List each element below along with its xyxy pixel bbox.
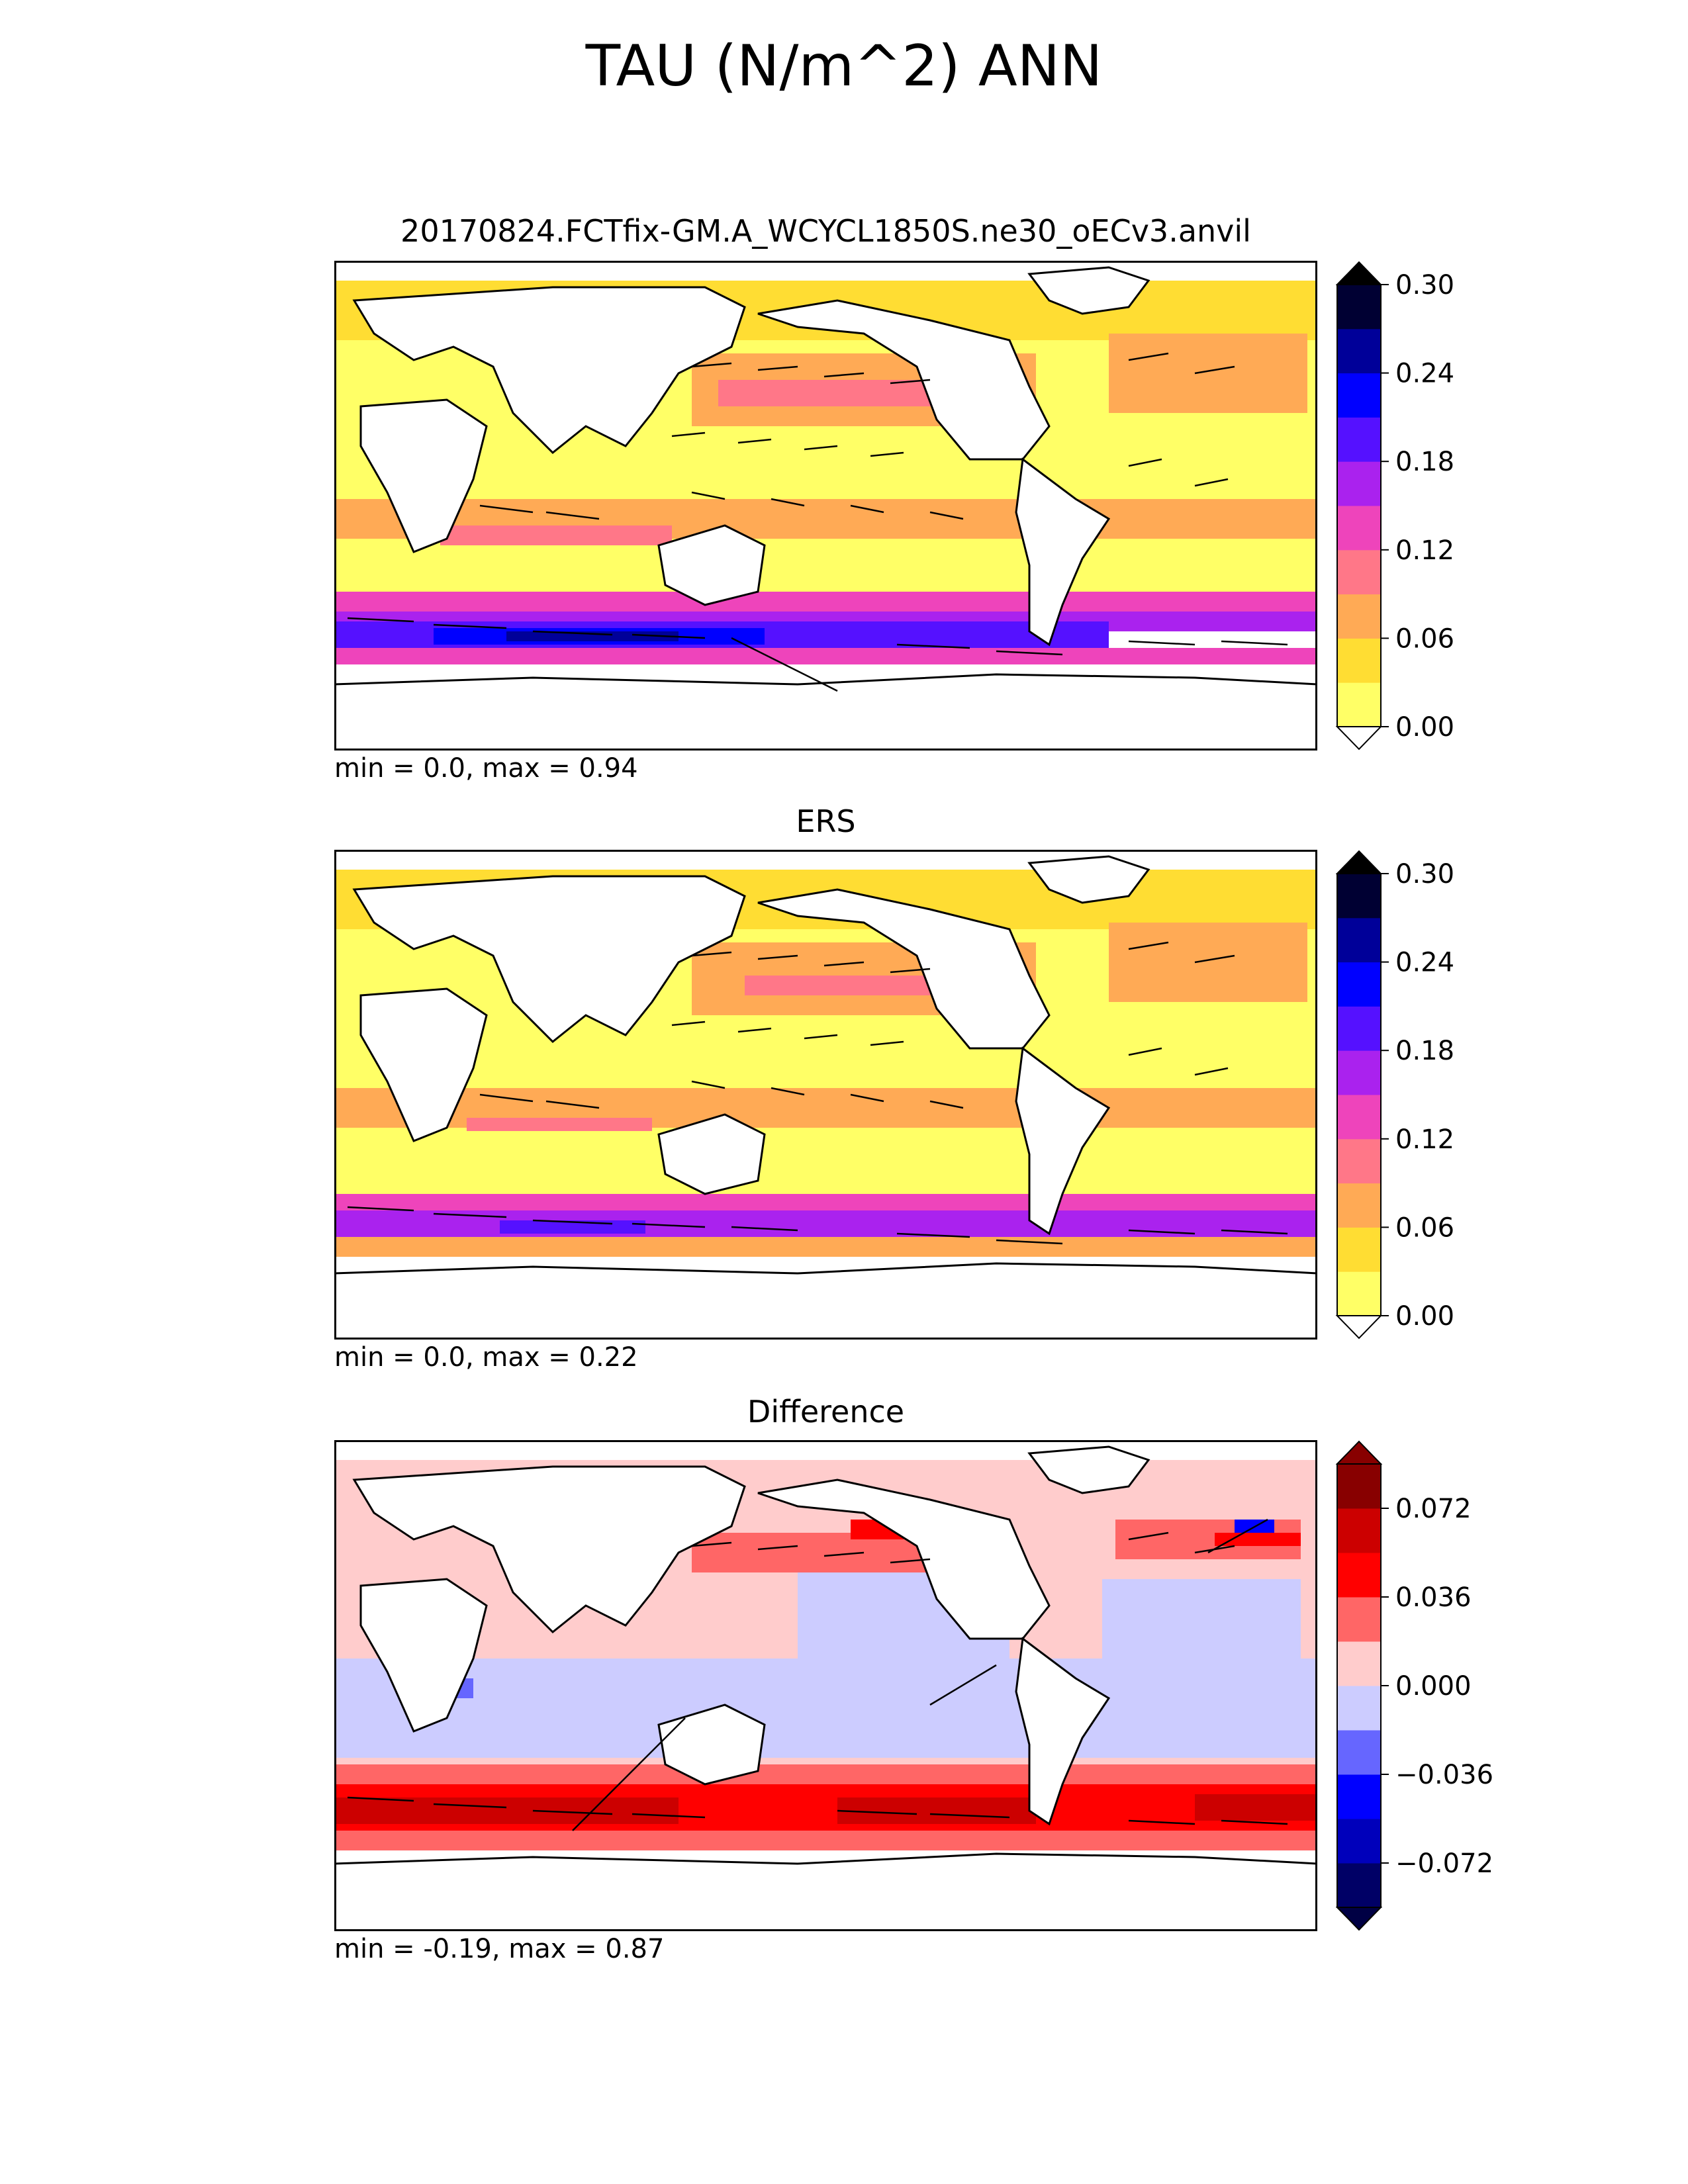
colorbar-segment — [1337, 917, 1381, 963]
colorbar-tick-label: 0.12 — [1395, 535, 1454, 566]
colorbar-tick-label: 0.036 — [1395, 1582, 1472, 1613]
colorbar-segment — [1337, 1863, 1381, 1908]
colorbar-segment — [1337, 1138, 1381, 1184]
panel-3-colorbar-max-extend — [1335, 1440, 1383, 1465]
colorbar-segment — [1337, 874, 1381, 919]
colorbar-segment — [1337, 1819, 1381, 1864]
panel-1-colorbar-segments — [1336, 284, 1382, 727]
panel-1-colorbar-ticks: 0.00 0.06 0.12 0.18 0.24 0.30 — [1381, 270, 1454, 743]
colorbar-segment — [1337, 1095, 1381, 1140]
colorbar-segment — [1337, 417, 1381, 462]
panel-1-colorbar: 0.00 0.06 0.12 0.18 0.24 0.30 — [1335, 261, 1454, 751]
panel-1-title: 20170824.FCTfix-GM.A_WCYCL1850S.ne30_oEC… — [400, 213, 1251, 249]
panel-2-colorbar-min-extend — [1335, 1315, 1383, 1340]
colorbar-segment — [1337, 1227, 1381, 1272]
colorbar-tick-label: 0.24 — [1395, 359, 1454, 389]
panel-3-stats: min = -0.19, max = 0.87 — [334, 1934, 665, 1964]
colorbar-segment — [1337, 594, 1381, 639]
colorbar-segment — [1337, 373, 1381, 418]
colorbar-segment — [1337, 328, 1381, 374]
panel-2-stats: min = 0.0, max = 0.22 — [334, 1342, 638, 1373]
panel-2-map — [334, 850, 1317, 1340]
colorbar-segment — [1337, 285, 1381, 330]
colorbar-segment — [1337, 1730, 1381, 1775]
colorbar-segment — [1337, 461, 1381, 506]
colorbar-segment — [1337, 506, 1381, 551]
colorbar-tick-label: 0.24 — [1395, 948, 1454, 978]
colorbar-tick-label: 0.30 — [1395, 859, 1454, 889]
panel-3-colorbar: −0.072 −0.036 0.000 0.036 0.072 — [1335, 1440, 1493, 1931]
colorbar-segment — [1337, 1183, 1381, 1228]
colorbar-segment — [1337, 1464, 1381, 1509]
panel-1-colorbar-max-extend — [1335, 261, 1383, 285]
panel-2-colorbar-ticks: 0.00 0.06 0.12 0.18 0.24 0.30 — [1381, 859, 1454, 1332]
panel-1-stats: min = 0.0, max = 0.94 — [334, 753, 638, 784]
colorbar-segment — [1337, 1641, 1381, 1686]
colorbar-segment — [1337, 549, 1381, 595]
panel-3-colorbar-min-extend — [1335, 1907, 1383, 1931]
panel-2-colorbar: 0.00 0.06 0.12 0.18 0.24 0.30 — [1335, 850, 1454, 1340]
figure-title: TAU (N/m^2) ANN — [585, 33, 1103, 99]
colorbar-segment — [1337, 1006, 1381, 1051]
panel-2-colorbar-segments — [1336, 873, 1382, 1316]
panel-2-title: ERS — [796, 803, 856, 839]
colorbar-tick-label: 0.18 — [1395, 447, 1454, 477]
colorbar-tick-label: 0.000 — [1395, 1671, 1472, 1702]
colorbar-tick-label: 0.00 — [1395, 712, 1454, 743]
colorbar-segment — [1337, 1050, 1381, 1095]
panel-3-colorbar-segments — [1336, 1463, 1382, 1908]
colorbar-tick-label: 0.00 — [1395, 1301, 1454, 1332]
colorbar-tick-label: 0.072 — [1395, 1494, 1472, 1524]
colorbar-tick-label: −0.036 — [1395, 1760, 1493, 1790]
colorbar-tick-label: 0.06 — [1395, 1212, 1454, 1243]
colorbar-segment — [1337, 1774, 1381, 1819]
colorbar-tick-label: −0.072 — [1395, 1848, 1493, 1879]
panel-1-map — [334, 261, 1317, 751]
colorbar-segment — [1337, 962, 1381, 1007]
panel-1-colorbar-min-extend — [1335, 726, 1383, 751]
colorbar-segment — [1337, 1553, 1381, 1598]
colorbar-tick-label: 0.12 — [1395, 1124, 1454, 1155]
colorbar-segment — [1337, 1271, 1381, 1316]
colorbar-tick-label: 0.18 — [1395, 1036, 1454, 1066]
colorbar-segment — [1337, 638, 1381, 683]
panel-3-colorbar-ticks: −0.072 −0.036 0.000 0.036 0.072 — [1381, 1494, 1493, 1879]
panel-3-map — [334, 1440, 1317, 1931]
panel-3-title: Difference — [747, 1394, 905, 1430]
colorbar-segment — [1337, 1686, 1381, 1731]
colorbar-segment — [1337, 1508, 1381, 1553]
colorbar-tick-label: 0.30 — [1395, 270, 1454, 300]
colorbar-segment — [1337, 1597, 1381, 1642]
colorbar-segment — [1337, 682, 1381, 727]
panel-2-colorbar-max-extend — [1335, 850, 1383, 874]
colorbar-tick-label: 0.06 — [1395, 623, 1454, 654]
